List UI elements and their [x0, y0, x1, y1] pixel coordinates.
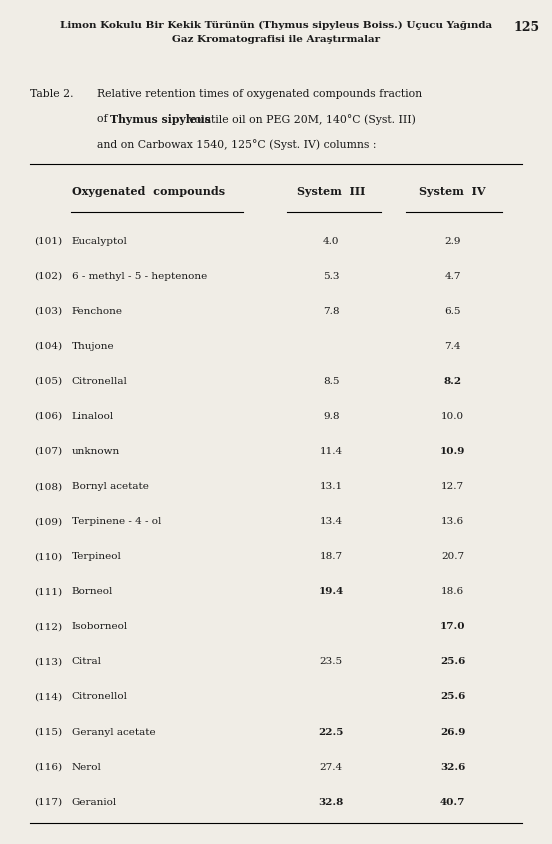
Text: 17.0: 17.0 — [440, 622, 465, 630]
Text: (102): (102) — [34, 272, 62, 280]
Text: of: of — [97, 114, 111, 124]
Text: 20.7: 20.7 — [441, 552, 464, 560]
Text: (110): (110) — [34, 552, 62, 560]
Text: Citronellal: Citronellal — [72, 376, 128, 386]
Text: Nerol: Nerol — [72, 762, 102, 771]
Text: Isoborneol: Isoborneol — [72, 622, 128, 630]
Text: 25.6: 25.6 — [440, 692, 465, 701]
Text: 125: 125 — [513, 21, 539, 34]
Text: (112): (112) — [34, 622, 62, 630]
Text: (115): (115) — [34, 727, 62, 736]
Text: Linalool: Linalool — [72, 412, 114, 420]
Text: (109): (109) — [34, 517, 62, 526]
Text: 9.8: 9.8 — [323, 412, 339, 420]
Text: Fenchone: Fenchone — [72, 306, 123, 316]
Text: Geranyl acetate: Geranyl acetate — [72, 727, 155, 736]
Text: 2.9: 2.9 — [444, 236, 461, 246]
Text: 18.6: 18.6 — [441, 587, 464, 596]
Text: (105): (105) — [34, 376, 62, 386]
Text: 13.1: 13.1 — [320, 482, 343, 490]
Text: Citronellol: Citronellol — [72, 692, 128, 701]
Text: 22.5: 22.5 — [319, 727, 344, 736]
Text: Oxygenated  compounds: Oxygenated compounds — [72, 186, 225, 197]
Text: (117): (117) — [34, 797, 62, 806]
Text: Limon Kokulu Bir Kekik Türünün (Thymus sipyleus Boiss.) Uçucu Yağında: Limon Kokulu Bir Kekik Türünün (Thymus s… — [60, 21, 492, 30]
Text: 8.2: 8.2 — [444, 376, 461, 386]
Text: unknown: unknown — [72, 446, 120, 456]
Text: 27.4: 27.4 — [320, 762, 343, 771]
Text: Table 2.: Table 2. — [30, 89, 74, 99]
Text: 7.4: 7.4 — [444, 342, 461, 350]
Text: 5.3: 5.3 — [323, 272, 339, 280]
Text: 10.0: 10.0 — [441, 412, 464, 420]
Text: 13.4: 13.4 — [320, 517, 343, 526]
Text: (113): (113) — [34, 657, 62, 666]
Text: 8.5: 8.5 — [323, 376, 339, 386]
Text: (106): (106) — [34, 412, 62, 420]
Text: (116): (116) — [34, 762, 62, 771]
Text: (103): (103) — [34, 306, 62, 316]
Text: System  III: System III — [297, 186, 365, 197]
Text: Gaz Kromatografisi ile Araştırmalar: Gaz Kromatografisi ile Araştırmalar — [172, 35, 380, 45]
Text: 19.4: 19.4 — [319, 587, 344, 596]
Text: (107): (107) — [34, 446, 62, 456]
Text: 40.7: 40.7 — [440, 797, 465, 806]
Text: 23.5: 23.5 — [320, 657, 343, 666]
Text: Borneol: Borneol — [72, 587, 113, 596]
Text: Citral: Citral — [72, 657, 102, 666]
Text: Bornyl acetate: Bornyl acetate — [72, 482, 148, 490]
Text: 4.0: 4.0 — [323, 236, 339, 246]
Text: (104): (104) — [34, 342, 62, 350]
Text: Terpinene - 4 - ol: Terpinene - 4 - ol — [72, 517, 161, 526]
Text: (108): (108) — [34, 482, 62, 490]
Text: (114): (114) — [34, 692, 62, 701]
Text: 6 - methyl - 5 - heptenone: 6 - methyl - 5 - heptenone — [72, 272, 207, 280]
Text: (111): (111) — [34, 587, 62, 596]
Text: 32.8: 32.8 — [319, 797, 344, 806]
Text: 13.6: 13.6 — [441, 517, 464, 526]
Text: volatile oil on PEG 20M, 140°C (Syst. III): volatile oil on PEG 20M, 140°C (Syst. II… — [185, 114, 416, 125]
Text: 11.4: 11.4 — [320, 446, 343, 456]
Text: Eucalyptol: Eucalyptol — [72, 236, 128, 246]
Text: Geraniol: Geraniol — [72, 797, 117, 806]
Text: 6.5: 6.5 — [444, 306, 461, 316]
Text: Thymus sipyleus: Thymus sipyleus — [110, 114, 211, 125]
Text: 12.7: 12.7 — [441, 482, 464, 490]
Text: 25.6: 25.6 — [440, 657, 465, 666]
Text: Thujone: Thujone — [72, 342, 114, 350]
Text: System  IV: System IV — [420, 186, 486, 197]
Text: Terpineol: Terpineol — [72, 552, 121, 560]
Text: 10.9: 10.9 — [440, 446, 465, 456]
Text: 32.6: 32.6 — [440, 762, 465, 771]
Text: and on Carbowax 1540, 125°C (Syst. IV) columns :: and on Carbowax 1540, 125°C (Syst. IV) c… — [97, 139, 376, 150]
Text: (101): (101) — [34, 236, 62, 246]
Text: 18.7: 18.7 — [320, 552, 343, 560]
Text: 26.9: 26.9 — [440, 727, 465, 736]
Text: 4.7: 4.7 — [444, 272, 461, 280]
Text: 7.8: 7.8 — [323, 306, 339, 316]
Text: Relative retention times of oxygenated compounds fraction: Relative retention times of oxygenated c… — [97, 89, 422, 99]
